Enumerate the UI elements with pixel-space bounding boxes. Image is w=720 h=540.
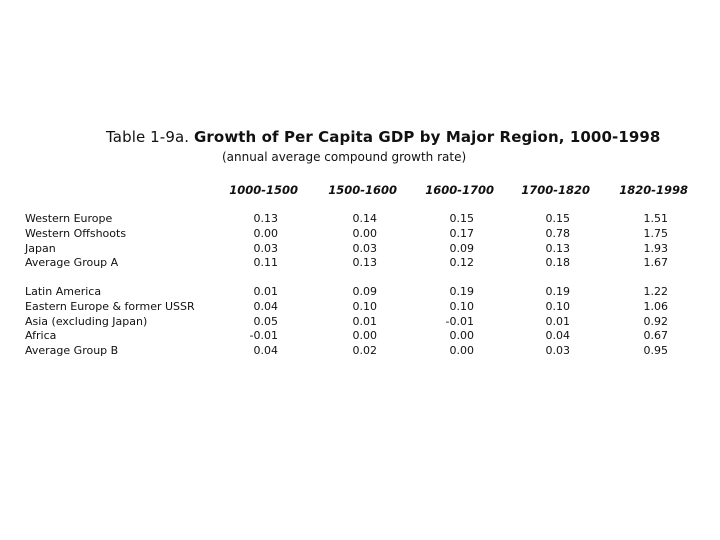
row-label: Japan: [25, 241, 56, 255]
table-row: Latin America 0.01 0.09 0.19 0.19 1.22: [0, 285, 720, 300]
table-row: Asia (excluding Japan) 0.05 0.01 -0.01 0.01 0…: [0, 315, 720, 330]
table-cell: 0.09: [449, 241, 475, 255]
table-cell: 0.00: [449, 344, 475, 358]
table-cell: 0.04: [253, 344, 279, 358]
table-cell: 1.51: [643, 212, 669, 225]
row-label: Average Group B: [25, 344, 119, 358]
table-cell: 0.03: [253, 241, 279, 255]
table-cell: 0.95: [643, 344, 669, 358]
table-cell: 0.00: [449, 329, 475, 343]
table-cell: 0.03: [352, 241, 378, 255]
table-cell: 0.13: [352, 256, 378, 270]
row-label: Africa: [25, 329, 57, 343]
table-number: Table 1-9a.: [106, 128, 190, 146]
column-header-3: 1600-1700: [425, 183, 494, 197]
table-cell: 1.22: [643, 285, 669, 298]
column-header-1: 1000-1500: [229, 183, 298, 197]
table-cell: 0.00: [253, 226, 279, 240]
table-cell: -0.01: [249, 329, 278, 343]
table-title-text: Table 1-9a. Growth of Per Capita GDP by …: [106, 128, 660, 146]
table-subtitle: (annual average compound growth rate): [222, 150, 467, 164]
table-cell: 0.00: [352, 226, 378, 240]
table-cell: 0.01: [545, 314, 571, 328]
table-cell: 0.04: [253, 299, 279, 313]
row-label: Eastern Europe & former USSR: [25, 299, 195, 313]
table-cell: 0.15: [449, 212, 475, 225]
table-cell: 1.06: [643, 299, 669, 313]
table-cell: -0.01: [445, 314, 474, 328]
table-row: Average Group B 0.04 0.02 0.00 0.03 0.95: [0, 344, 720, 359]
table-cell: 0.14: [352, 212, 378, 225]
table-row: Western Offshoots 0.00 0.00 0.17 0.78 1.75: [0, 227, 720, 242]
row-label: Average Group A: [25, 256, 119, 270]
table-title: Table 1-9a. Growth of Per Capita GDP by …: [106, 128, 660, 146]
table-cell: 0.19: [545, 285, 571, 298]
table-cell: 0.04: [545, 329, 571, 343]
table-cell: 0.78: [545, 226, 571, 240]
table-cell: 0.13: [253, 212, 279, 225]
table-row: Average Group A 0.11 0.13 0.12 0.18 1.67: [0, 256, 720, 271]
table-cell: 0.02: [352, 344, 378, 358]
table-cell: 0.03: [545, 344, 571, 358]
table-cell: 0.01: [352, 314, 378, 328]
table-cell: 0.17: [449, 226, 475, 240]
table-cell: 1.75: [643, 226, 669, 240]
table-cell: 0.10: [449, 299, 475, 313]
row-label: Western Europe: [25, 212, 113, 225]
table-cell: 0.05: [253, 314, 279, 328]
table-cell: 1.93: [643, 241, 669, 255]
table-cell: 0.11: [253, 256, 279, 270]
table-cell: 0.67: [643, 329, 669, 343]
table-cell: 0.13: [545, 241, 571, 255]
table-cell: 0.10: [545, 299, 571, 313]
table-cell: 0.15: [545, 212, 571, 225]
table-cell: 0.01: [253, 285, 279, 298]
table-row: Africa -0.01 0.00 0.00 0.04 0.67: [0, 329, 720, 344]
table-cell: 1.67: [643, 256, 669, 270]
row-label: Asia (excluding Japan): [25, 314, 148, 328]
table-row: Japan 0.03 0.03 0.09 0.13 1.93: [0, 242, 720, 257]
row-label: Latin America: [25, 285, 102, 298]
table-cell: 0.18: [545, 256, 571, 270]
table-cell: 0.92: [643, 314, 669, 328]
table-row: Eastern Europe & former USSR 0.04 0.10 0.10…: [0, 300, 720, 315]
column-header-4: 1700-1820: [521, 183, 590, 197]
table-cell: 0.10: [352, 299, 378, 313]
column-header-2: 1500-1600: [328, 183, 397, 197]
table-row: Western Europe 0.13 0.14 0.15 0.15 1.51: [0, 212, 720, 227]
column-header-5: 1820-1998: [619, 183, 688, 197]
table-cell: 0.19: [449, 285, 475, 298]
table-heading: Growth of Per Capita GDP by Major Region…: [194, 128, 661, 146]
table-cell: 0.00: [352, 329, 378, 343]
table-cell: 0.09: [352, 285, 378, 298]
table-cell: 0.12: [449, 256, 475, 270]
row-label: Western Offshoots: [25, 226, 127, 240]
